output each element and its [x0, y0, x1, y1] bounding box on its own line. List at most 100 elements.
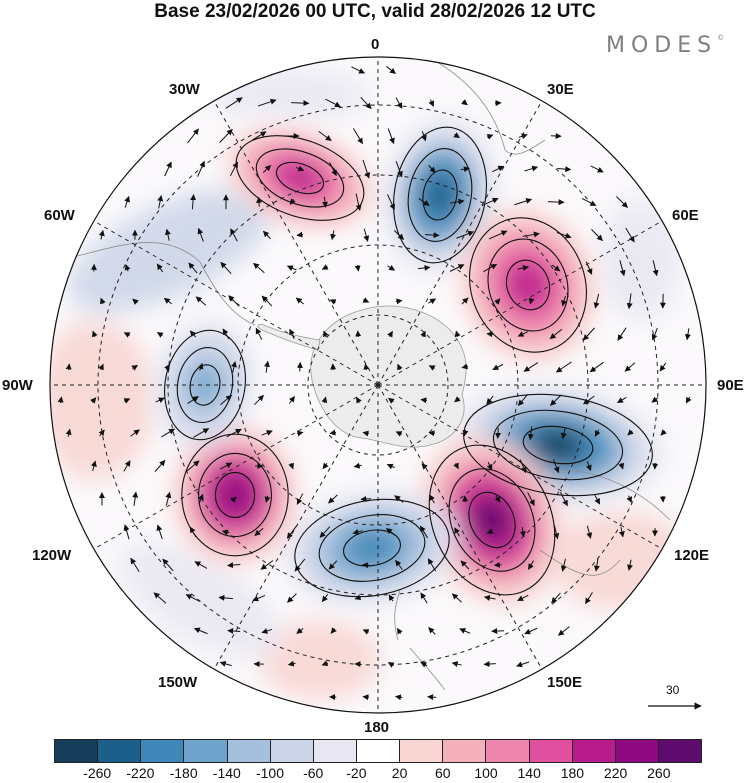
wind-vector — [488, 230, 508, 240]
contour-pos-indian — [469, 217, 587, 353]
wind-vector — [586, 525, 593, 539]
anomaly-contours — [164, 126, 653, 598]
label-lon-120w: 120W — [32, 547, 72, 564]
wind-vector — [98, 429, 105, 437]
wind-vector — [124, 195, 130, 208]
contour-neg-atlantic — [392, 126, 488, 264]
wind-vector — [486, 461, 493, 471]
label-lon-0: 0 — [371, 36, 380, 53]
wind-vector — [418, 198, 430, 206]
wind-vector — [163, 297, 172, 305]
wind-vector — [589, 361, 604, 373]
colorbar-swatch — [55, 740, 99, 762]
wind-vector — [257, 98, 277, 107]
weak-negative-southwest — [119, 543, 281, 657]
wind-vector — [186, 460, 200, 472]
wind-vector — [551, 264, 561, 272]
wind-vector — [652, 260, 659, 277]
wind-vector — [519, 527, 526, 538]
wind-vector — [454, 527, 460, 537]
wind-vector — [395, 431, 403, 437]
wind-vector — [296, 430, 304, 437]
contour-pos-tasman — [448, 468, 536, 572]
wind-vector — [57, 396, 64, 404]
wind-vector — [322, 462, 329, 470]
contour-pos-amundsen — [198, 452, 272, 538]
colorbar-tick-label: -260 — [83, 765, 112, 781]
wind-vector — [591, 229, 603, 242]
anomaly-pos-tasman — [472, 498, 512, 542]
colorbar-swatch — [141, 740, 185, 762]
contour-neg-ross — [343, 529, 401, 567]
wind-vector — [360, 495, 372, 502]
wind-vector — [289, 198, 296, 205]
wind-vector — [356, 396, 362, 404]
logo-text: MODES — [606, 33, 718, 58]
wind-vector — [286, 265, 297, 271]
wind-vector — [454, 396, 461, 403]
wind-vector — [65, 363, 72, 371]
wind-vector — [523, 362, 539, 372]
wind-vector — [296, 361, 303, 372]
wind-vector — [295, 297, 304, 305]
colorbar-tick-label: -140 — [212, 765, 241, 781]
wind-vector — [449, 264, 465, 272]
wind-vector — [492, 363, 504, 371]
label-lon-180: 180 — [364, 719, 390, 736]
wind-vector — [188, 262, 198, 274]
wind-vector — [363, 363, 370, 371]
wind-vector — [227, 627, 241, 634]
wind-vector — [286, 525, 298, 539]
wind-vector — [685, 396, 692, 404]
wind-vector — [395, 694, 403, 701]
wind-vector — [420, 397, 428, 404]
wind-vector — [330, 230, 337, 241]
contour-pos-indian — [487, 238, 569, 332]
wind-vector — [262, 165, 272, 173]
wind-vector — [154, 459, 166, 472]
wind-vector — [581, 198, 597, 206]
wind-vector — [330, 627, 337, 634]
wind-vector — [456, 230, 475, 239]
wind-vector — [627, 429, 634, 436]
wind-vector — [360, 96, 372, 110]
weak-negative-westatlantic — [68, 188, 272, 312]
wind-vector — [518, 133, 528, 140]
wind-vector — [323, 330, 329, 338]
wind-reference-value: 30 — [666, 683, 680, 697]
wind-vector — [218, 594, 233, 601]
wind-vector — [593, 293, 600, 309]
wind-vector — [651, 396, 659, 403]
wind-vector — [494, 427, 501, 439]
wind-vector — [585, 261, 593, 275]
wind-vector — [197, 362, 204, 371]
coast-australia — [539, 469, 671, 576]
wind-vector — [517, 331, 528, 337]
wind-vector — [492, 165, 505, 173]
wind-vector — [91, 330, 98, 338]
wind-vector — [428, 430, 436, 437]
wind-vector — [362, 159, 371, 179]
meridian-line — [377, 384, 663, 550]
wind-vector — [555, 361, 572, 373]
wind-vector — [462, 429, 469, 437]
map-title: Base 23/02/2026 00 UTC, valid 28/02/2026… — [154, 1, 596, 22]
anomaly-neg-australia — [532, 428, 584, 462]
wind-vector — [131, 364, 138, 371]
wind-vector — [354, 594, 362, 601]
contour-pos-amundsen — [181, 433, 289, 557]
weak-negative-north — [210, 70, 370, 120]
wind-vector — [418, 264, 431, 271]
label-lon-150w: 150W — [158, 674, 198, 691]
contour-pos-tasman — [468, 491, 516, 549]
wind-vector — [388, 397, 395, 404]
contour-neg-ross — [294, 498, 450, 598]
wind-vector — [387, 264, 396, 271]
wind-vector — [494, 298, 501, 305]
label-lon-30w: 30W — [169, 81, 200, 98]
wind-vector — [625, 227, 635, 243]
wind-vector — [362, 694, 370, 701]
wind-vector — [264, 360, 270, 373]
label-lon-150e: 150E — [547, 674, 583, 691]
coastlines — [59, 57, 671, 691]
